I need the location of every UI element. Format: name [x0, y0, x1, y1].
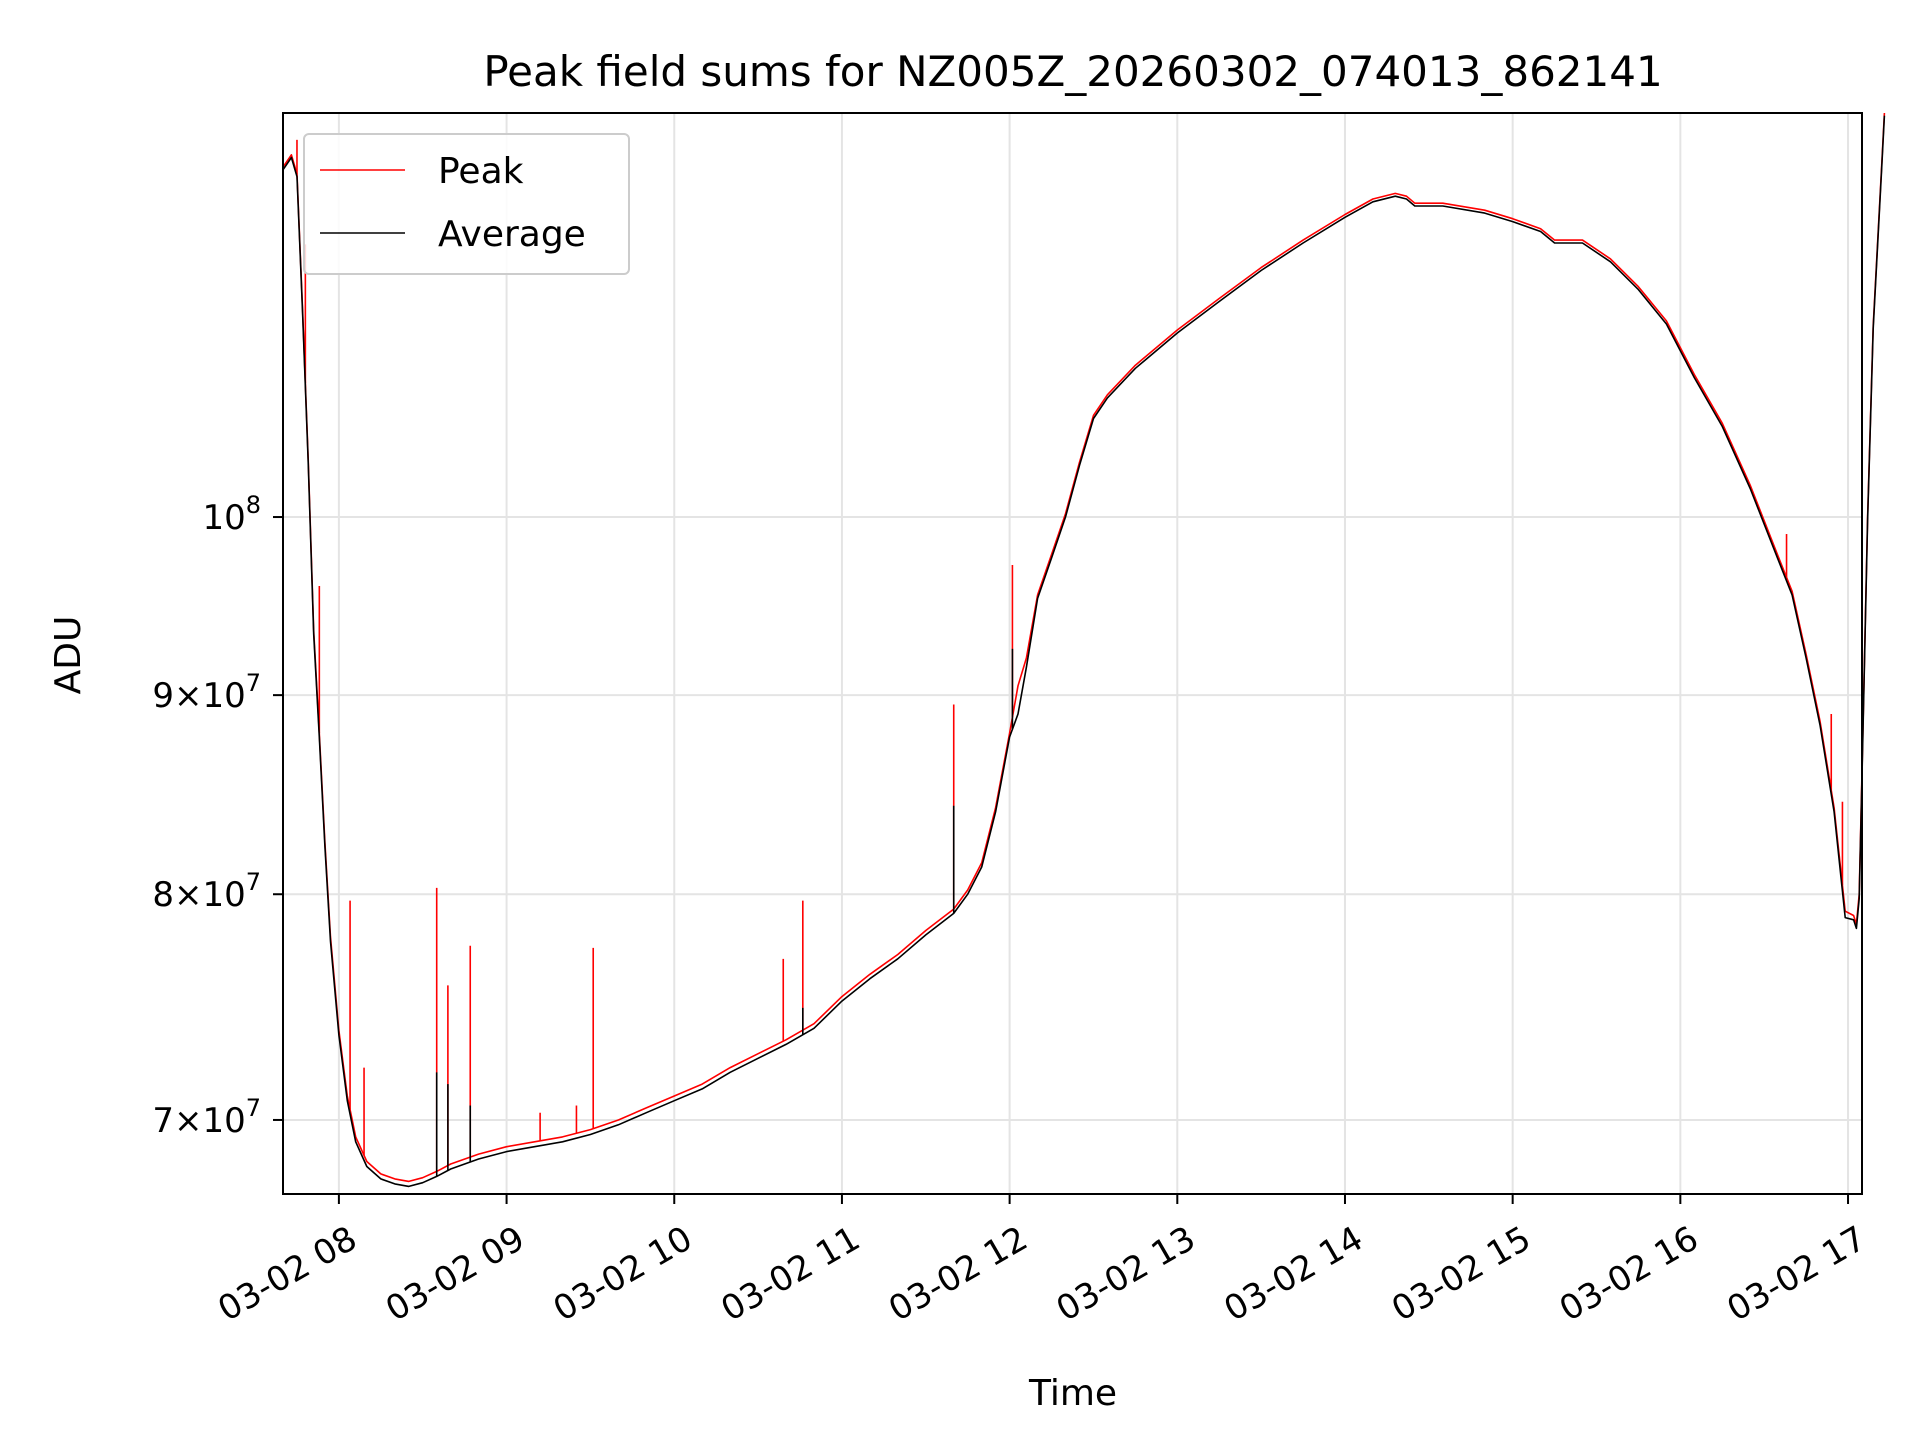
legend-box: [303, 133, 630, 275]
y-tick-label: 8×107: [152, 868, 261, 915]
plot-area: [282, 112, 1886, 1188]
chart-title: Peak field sums for NZ005Z_20260302_0740…: [483, 47, 1662, 96]
legend-label-peak: Peak: [438, 151, 524, 192]
y-tick-label: 7×107: [152, 1094, 261, 1141]
x-axis-label: Time: [1028, 1373, 1117, 1414]
grid: [283, 113, 1862, 1194]
y-tick-label: 9×107: [152, 669, 261, 716]
series-line-average: [282, 115, 1886, 1188]
legend: Peak Average: [303, 133, 630, 275]
y-axis-label: ADU: [48, 616, 89, 695]
series-line-peak: [282, 112, 1886, 1183]
legend-label-average: Average: [438, 214, 586, 255]
plot-frame: [282, 112, 1863, 1195]
